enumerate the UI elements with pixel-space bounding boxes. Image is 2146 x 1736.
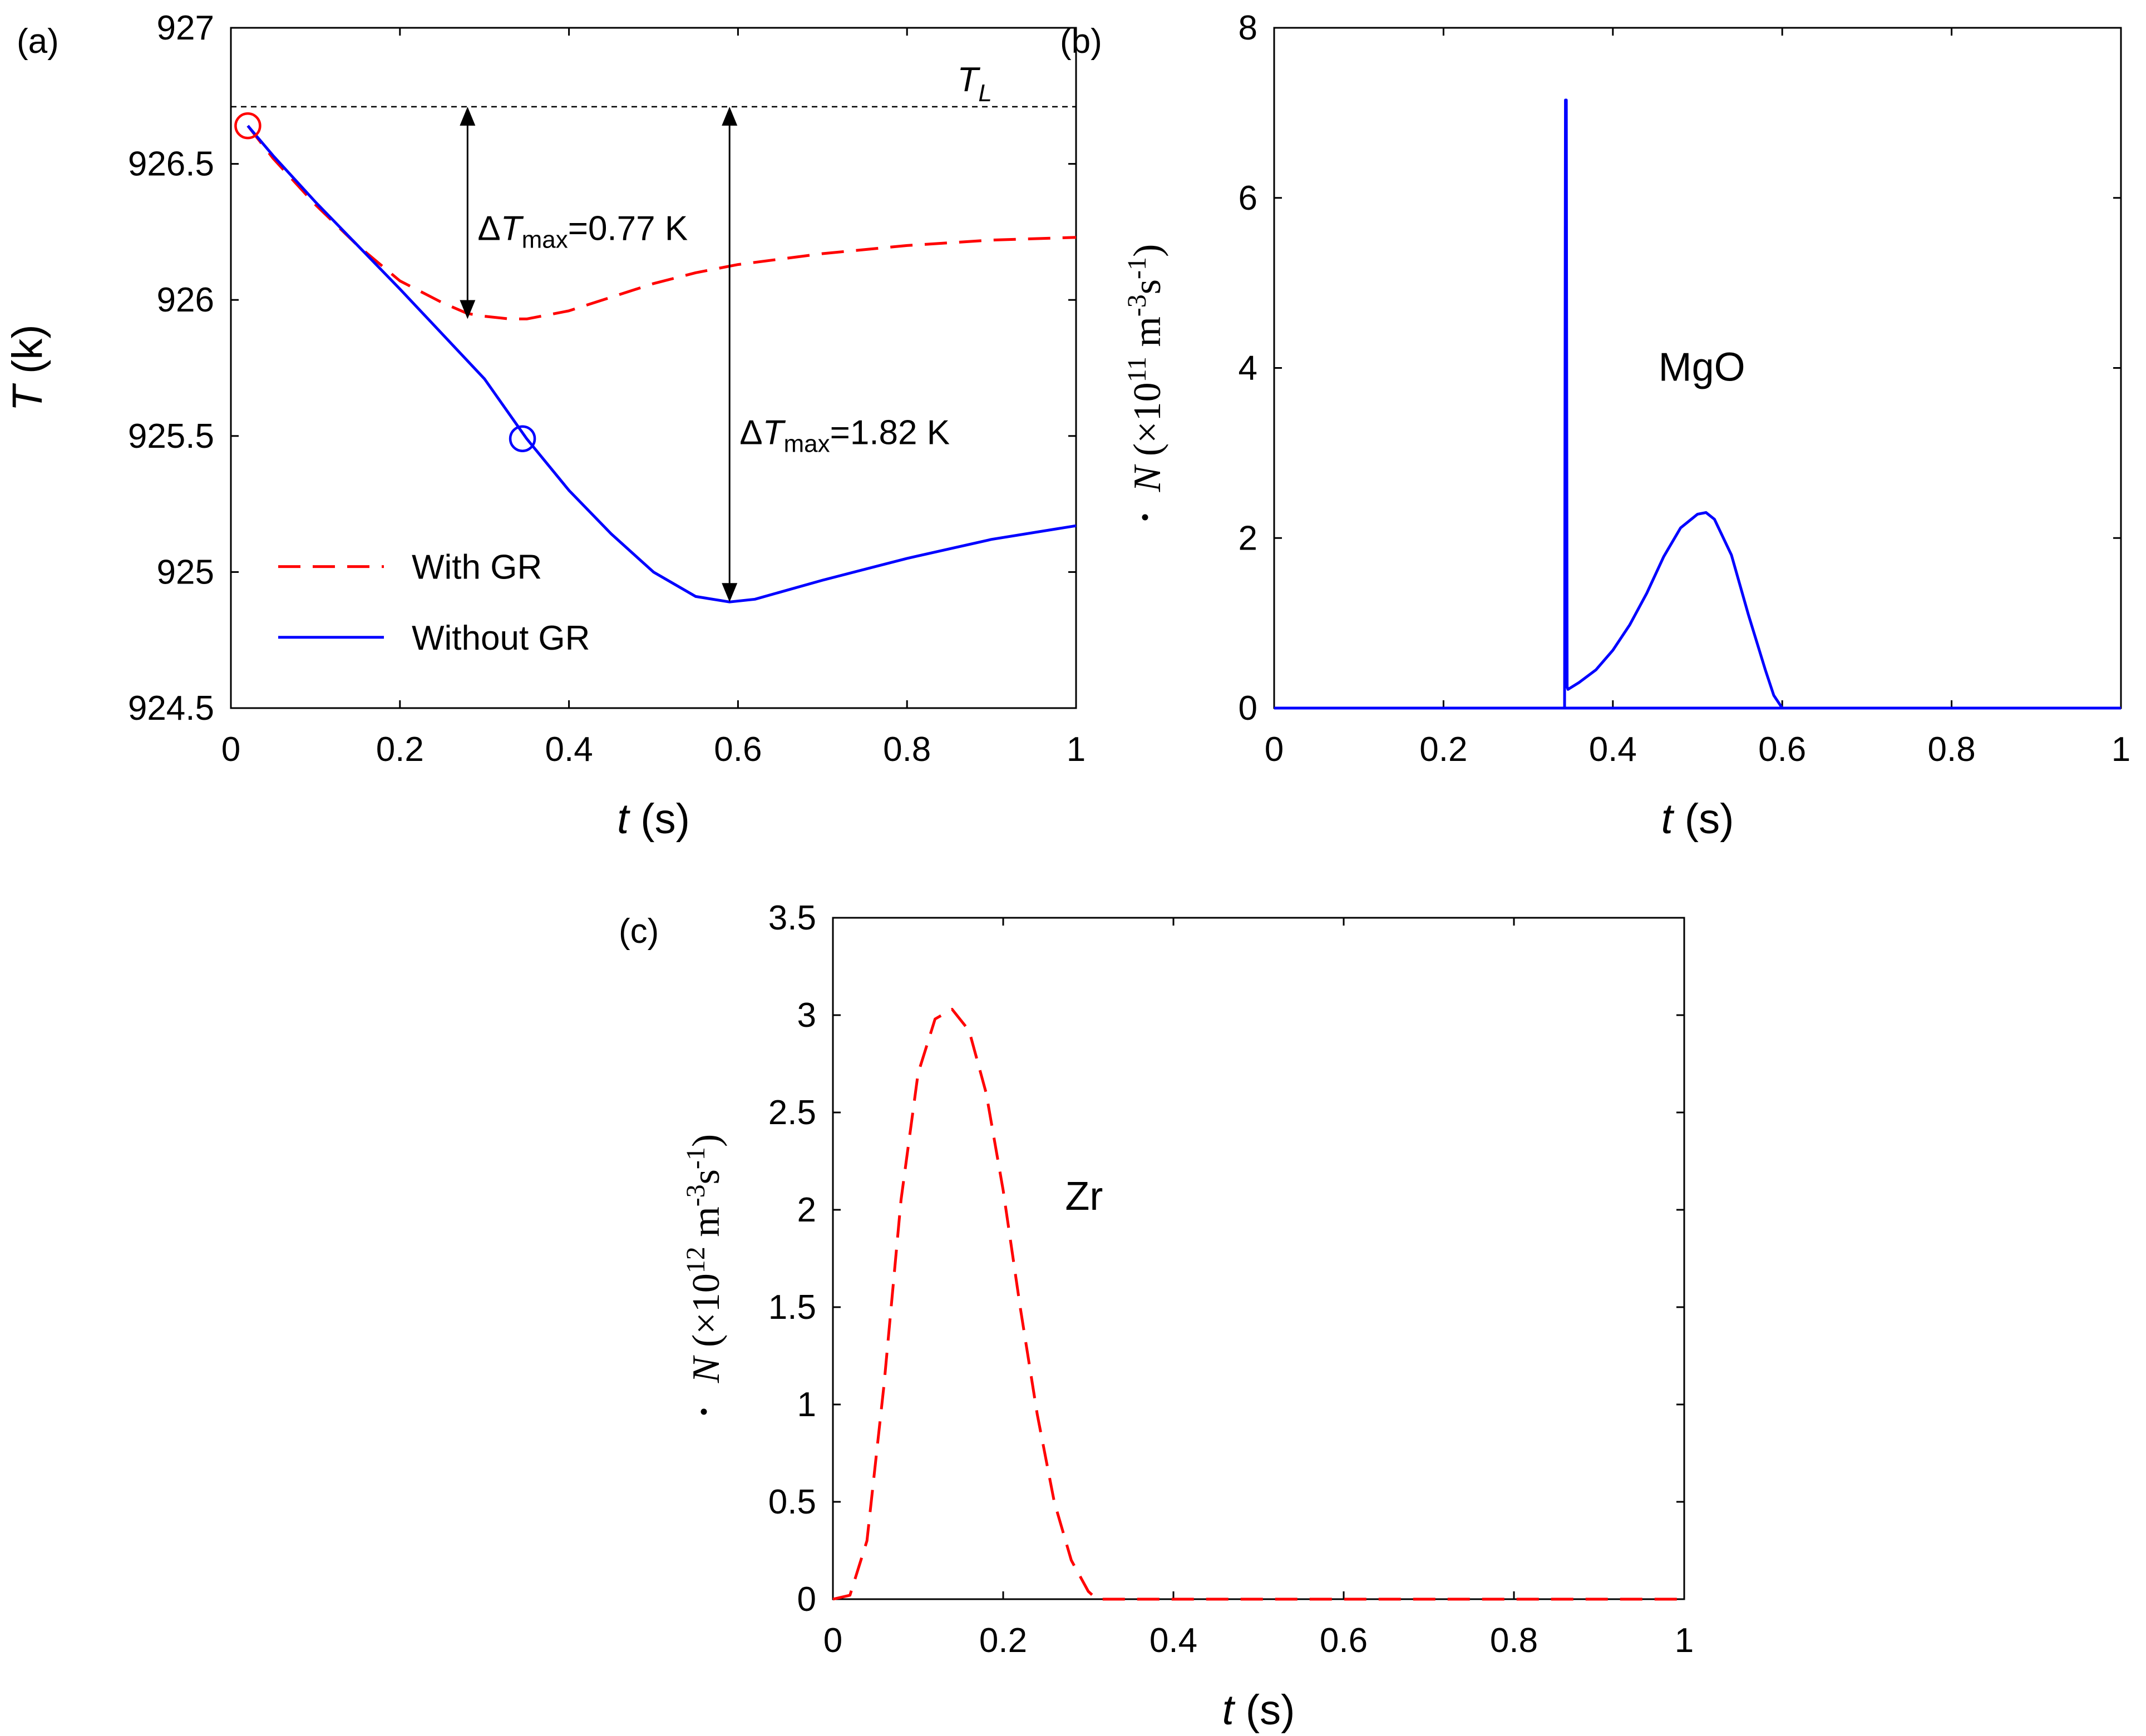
legend-label-without-gr: Without GR [412, 619, 590, 657]
n-overdot-c [700, 1408, 707, 1415]
legend-label-with-gr: With GR [412, 548, 542, 587]
y-axis-label-c: N (×1012 m-3s-1) [681, 1134, 728, 1383]
y-tick-label-c: 0 [797, 1580, 816, 1619]
y-tick-label-a: 925.5 [128, 417, 214, 456]
x-tick-label-a: 0 [221, 730, 240, 769]
x-tick-label-c: 1 [1675, 1621, 1694, 1660]
delta-arrow-head-up [460, 106, 476, 126]
panel-b-mgo-nucleation-chart: 0 0.2 0.4 0.6 0.8 1 0 2 4 6 8 (b) t (s) N (×1011 m-3s… [1060, 9, 2130, 843]
x-tick-label-a: 0.8 [883, 730, 931, 769]
x-axis-label-c: t (s) [1222, 1686, 1295, 1734]
y-tick-label-a: 924.5 [128, 689, 214, 728]
x-tick-label-b: 0.2 [1419, 730, 1467, 769]
x-tick-label-c: 0.8 [1490, 1621, 1538, 1660]
y-tick-label-c: 0.5 [768, 1483, 816, 1521]
n-overdot-b [1142, 514, 1148, 521]
x-tick-label-a: 0.2 [376, 730, 424, 769]
y-tick-label-c: 1 [797, 1386, 816, 1424]
y-tick-label-c: 2.5 [768, 1094, 816, 1132]
y-tick-label-a: 926 [157, 281, 214, 319]
panel-letter-c: (c) [619, 912, 659, 951]
x-tick-label-b: 0.8 [1927, 730, 1975, 769]
y-axis-label-a: T (k) [4, 324, 51, 411]
y-tick-label-b: 4 [1239, 349, 1257, 388]
marker-circle [234, 112, 262, 140]
y-tick-label-b: 2 [1239, 519, 1257, 557]
delta-arrow-head-down [460, 300, 476, 319]
marker-circle [509, 425, 536, 452]
y-tick-label-a: 926.5 [128, 145, 214, 184]
y-tick-label-c: 2 [797, 1191, 816, 1229]
plot-frame-a [230, 27, 1077, 709]
x-tick-label-b: 0.6 [1758, 730, 1806, 769]
x-tick-label-a: 0.4 [545, 730, 593, 769]
x-tick-label-a: 1 [1067, 730, 1086, 769]
x-tick-label-b: 1 [2112, 730, 2130, 769]
x-tick-label-c: 0.4 [1150, 1621, 1197, 1660]
y-tick-label-a: 925 [157, 553, 214, 591]
y-axis-label-b: N (×1011 m-3s-1) [1122, 244, 1169, 493]
panel-a-temperature-chart: 0 0.2 0.4 0.6 0.8 1 924.5 925 925.5 926 926.5 927 (a… [4, 9, 1086, 843]
delta-arrow-head-down [722, 583, 738, 602]
x-axis-label-a: t (s) [617, 795, 690, 843]
series-line-mgo [1274, 98, 2121, 710]
y-tick-label-c: 3.5 [768, 899, 816, 937]
delta-t-max-label: ΔTmax=1.82 K [739, 413, 950, 457]
x-tick-label-b: 0.4 [1589, 730, 1637, 769]
x-tick-label-c: 0.2 [979, 1621, 1027, 1660]
series-line-without-gr [246, 125, 1077, 604]
series-line-with-gr [246, 125, 1077, 320]
x-tick-label-b: 0 [1265, 730, 1284, 769]
y-tick-label-b: 6 [1239, 179, 1257, 217]
material-label-zr: Zr [1065, 1174, 1103, 1219]
panel-letter-b: (b) [1060, 22, 1102, 61]
panel-c-zr-nucleation-chart: 0 0.2 0.4 0.6 0.8 1 0 0.5 1 1.5 2 2.5 3 3.5 (c) t (s) N … [619, 899, 1694, 1734]
material-label-mgo: MgO [1659, 345, 1745, 389]
delta-t-max-label: ΔTmax=0.77 K [477, 210, 688, 254]
x-axis-label-b: t (s) [1661, 795, 1734, 843]
y-tick-label-c: 3 [797, 996, 816, 1035]
x-tick-label-c: 0 [823, 1621, 842, 1660]
y-tick-label-c: 1.5 [768, 1288, 816, 1327]
y-tick-label-b: 8 [1239, 9, 1257, 47]
y-tick-label-b: 0 [1239, 689, 1257, 728]
series-line-zr [832, 1008, 1684, 1601]
x-tick-label-c: 0.6 [1320, 1621, 1368, 1660]
liquidus-label: TL [958, 61, 992, 107]
panel-letter-a: (a) [17, 22, 59, 61]
y-tick-label-a: 927 [157, 9, 214, 47]
x-tick-label-a: 0.6 [714, 730, 762, 769]
delta-arrow-head-up [722, 106, 738, 126]
